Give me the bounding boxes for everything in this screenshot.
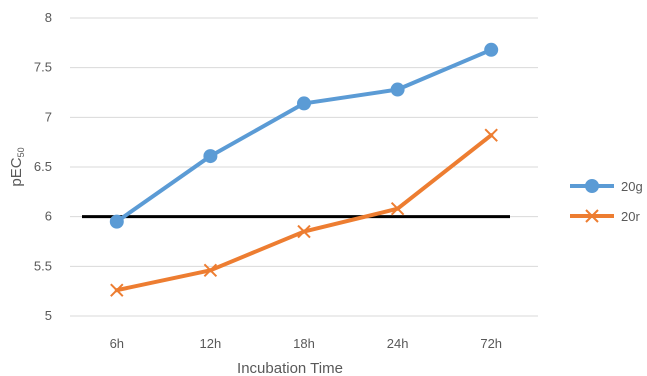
- marker-stroke: [297, 224, 311, 239]
- marker-stroke: [585, 209, 599, 223]
- data-point: [203, 263, 218, 278]
- x-tick-label: 6h: [110, 336, 124, 351]
- y-tick-label: 8: [45, 10, 52, 25]
- data-point: [203, 149, 218, 164]
- x-tick-label: 72h: [480, 336, 502, 351]
- data-point: [484, 128, 498, 142]
- y-tick-label: 7.5: [34, 60, 52, 75]
- legend-marker: [585, 179, 599, 193]
- legend-marker: [585, 209, 599, 223]
- y-tick-label: 6.5: [34, 159, 52, 174]
- legend: 20g 20r: [570, 179, 643, 224]
- y-tick-label: 7: [45, 109, 52, 124]
- series-group: [109, 42, 499, 297]
- legend-item: 20r: [570, 209, 640, 224]
- data-point: [109, 214, 124, 229]
- y-tick-label: 6: [45, 209, 52, 224]
- x-axis-title: Incubation Time: [237, 360, 343, 376]
- y-axis-title-main: pEC: [8, 157, 25, 186]
- series-line: [114, 47, 494, 224]
- x-tick-label: 18h: [293, 336, 315, 351]
- data-point: [390, 82, 405, 97]
- y-axis-title-subscript: 50: [16, 147, 26, 157]
- series-line: [114, 133, 494, 293]
- data-point: [390, 202, 405, 216]
- x-axis-ticks: 6h 12h 18h 24h 72h: [110, 336, 502, 351]
- y-axis-title: pEC50: [8, 147, 26, 186]
- data-point: [110, 283, 124, 297]
- series-20r: [110, 128, 498, 297]
- legend-label: 20r: [621, 209, 640, 224]
- x-tick-label: 24h: [387, 336, 409, 351]
- data-point: [484, 42, 499, 57]
- legend-label: 20g: [621, 179, 643, 194]
- x-tick-label: 12h: [200, 336, 222, 351]
- marker-stroke: [484, 128, 498, 142]
- legend-item: 20g: [570, 179, 643, 194]
- series-20g: [109, 42, 499, 229]
- y-tick-label: 5: [45, 308, 52, 323]
- data-point: [297, 224, 311, 239]
- marker-stroke: [110, 283, 124, 297]
- y-axis-ticks: 5 5.5 6 6.5 7 7.5 8: [34, 10, 52, 323]
- y-tick-label: 5.5: [34, 258, 52, 273]
- marker-stroke: [203, 263, 218, 278]
- data-point: [297, 96, 311, 111]
- marker-stroke: [390, 202, 405, 216]
- gridlines: [70, 17, 538, 317]
